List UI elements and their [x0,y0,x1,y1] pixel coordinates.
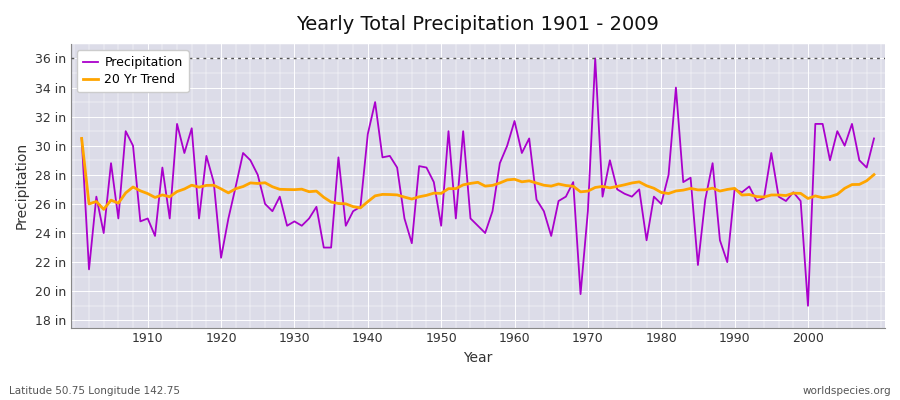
Line: 20 Yr Trend: 20 Yr Trend [82,138,874,209]
X-axis label: Year: Year [464,351,492,365]
20 Yr Trend [303,189,314,194]
20 Yr Trend [509,177,520,182]
20 Yr Trend [98,207,109,212]
Precipitation [76,136,87,141]
20 Yr Trend [868,172,879,177]
20 Yr Trend [76,136,87,141]
Y-axis label: Precipitation: Precipitation [15,142,29,229]
Precipitation [803,303,814,308]
Precipitation [605,158,616,163]
Text: worldspecies.org: worldspecies.org [803,386,891,396]
Precipitation [509,118,520,123]
Text: Latitude 50.75 Longitude 142.75: Latitude 50.75 Longitude 142.75 [9,386,180,396]
Precipitation [296,223,307,228]
Precipitation [868,136,879,141]
20 Yr Trend [605,186,616,190]
20 Yr Trend [517,180,527,184]
Precipitation [590,56,600,61]
Line: Precipitation: Precipitation [82,58,874,306]
20 Yr Trend [347,204,358,209]
Precipitation [135,219,146,224]
Precipitation [502,143,513,148]
Legend: Precipitation, 20 Yr Trend: Precipitation, 20 Yr Trend [76,50,189,92]
Precipitation [340,223,351,228]
Title: Yearly Total Precipitation 1901 - 2009: Yearly Total Precipitation 1901 - 2009 [296,15,660,34]
20 Yr Trend [142,191,153,196]
